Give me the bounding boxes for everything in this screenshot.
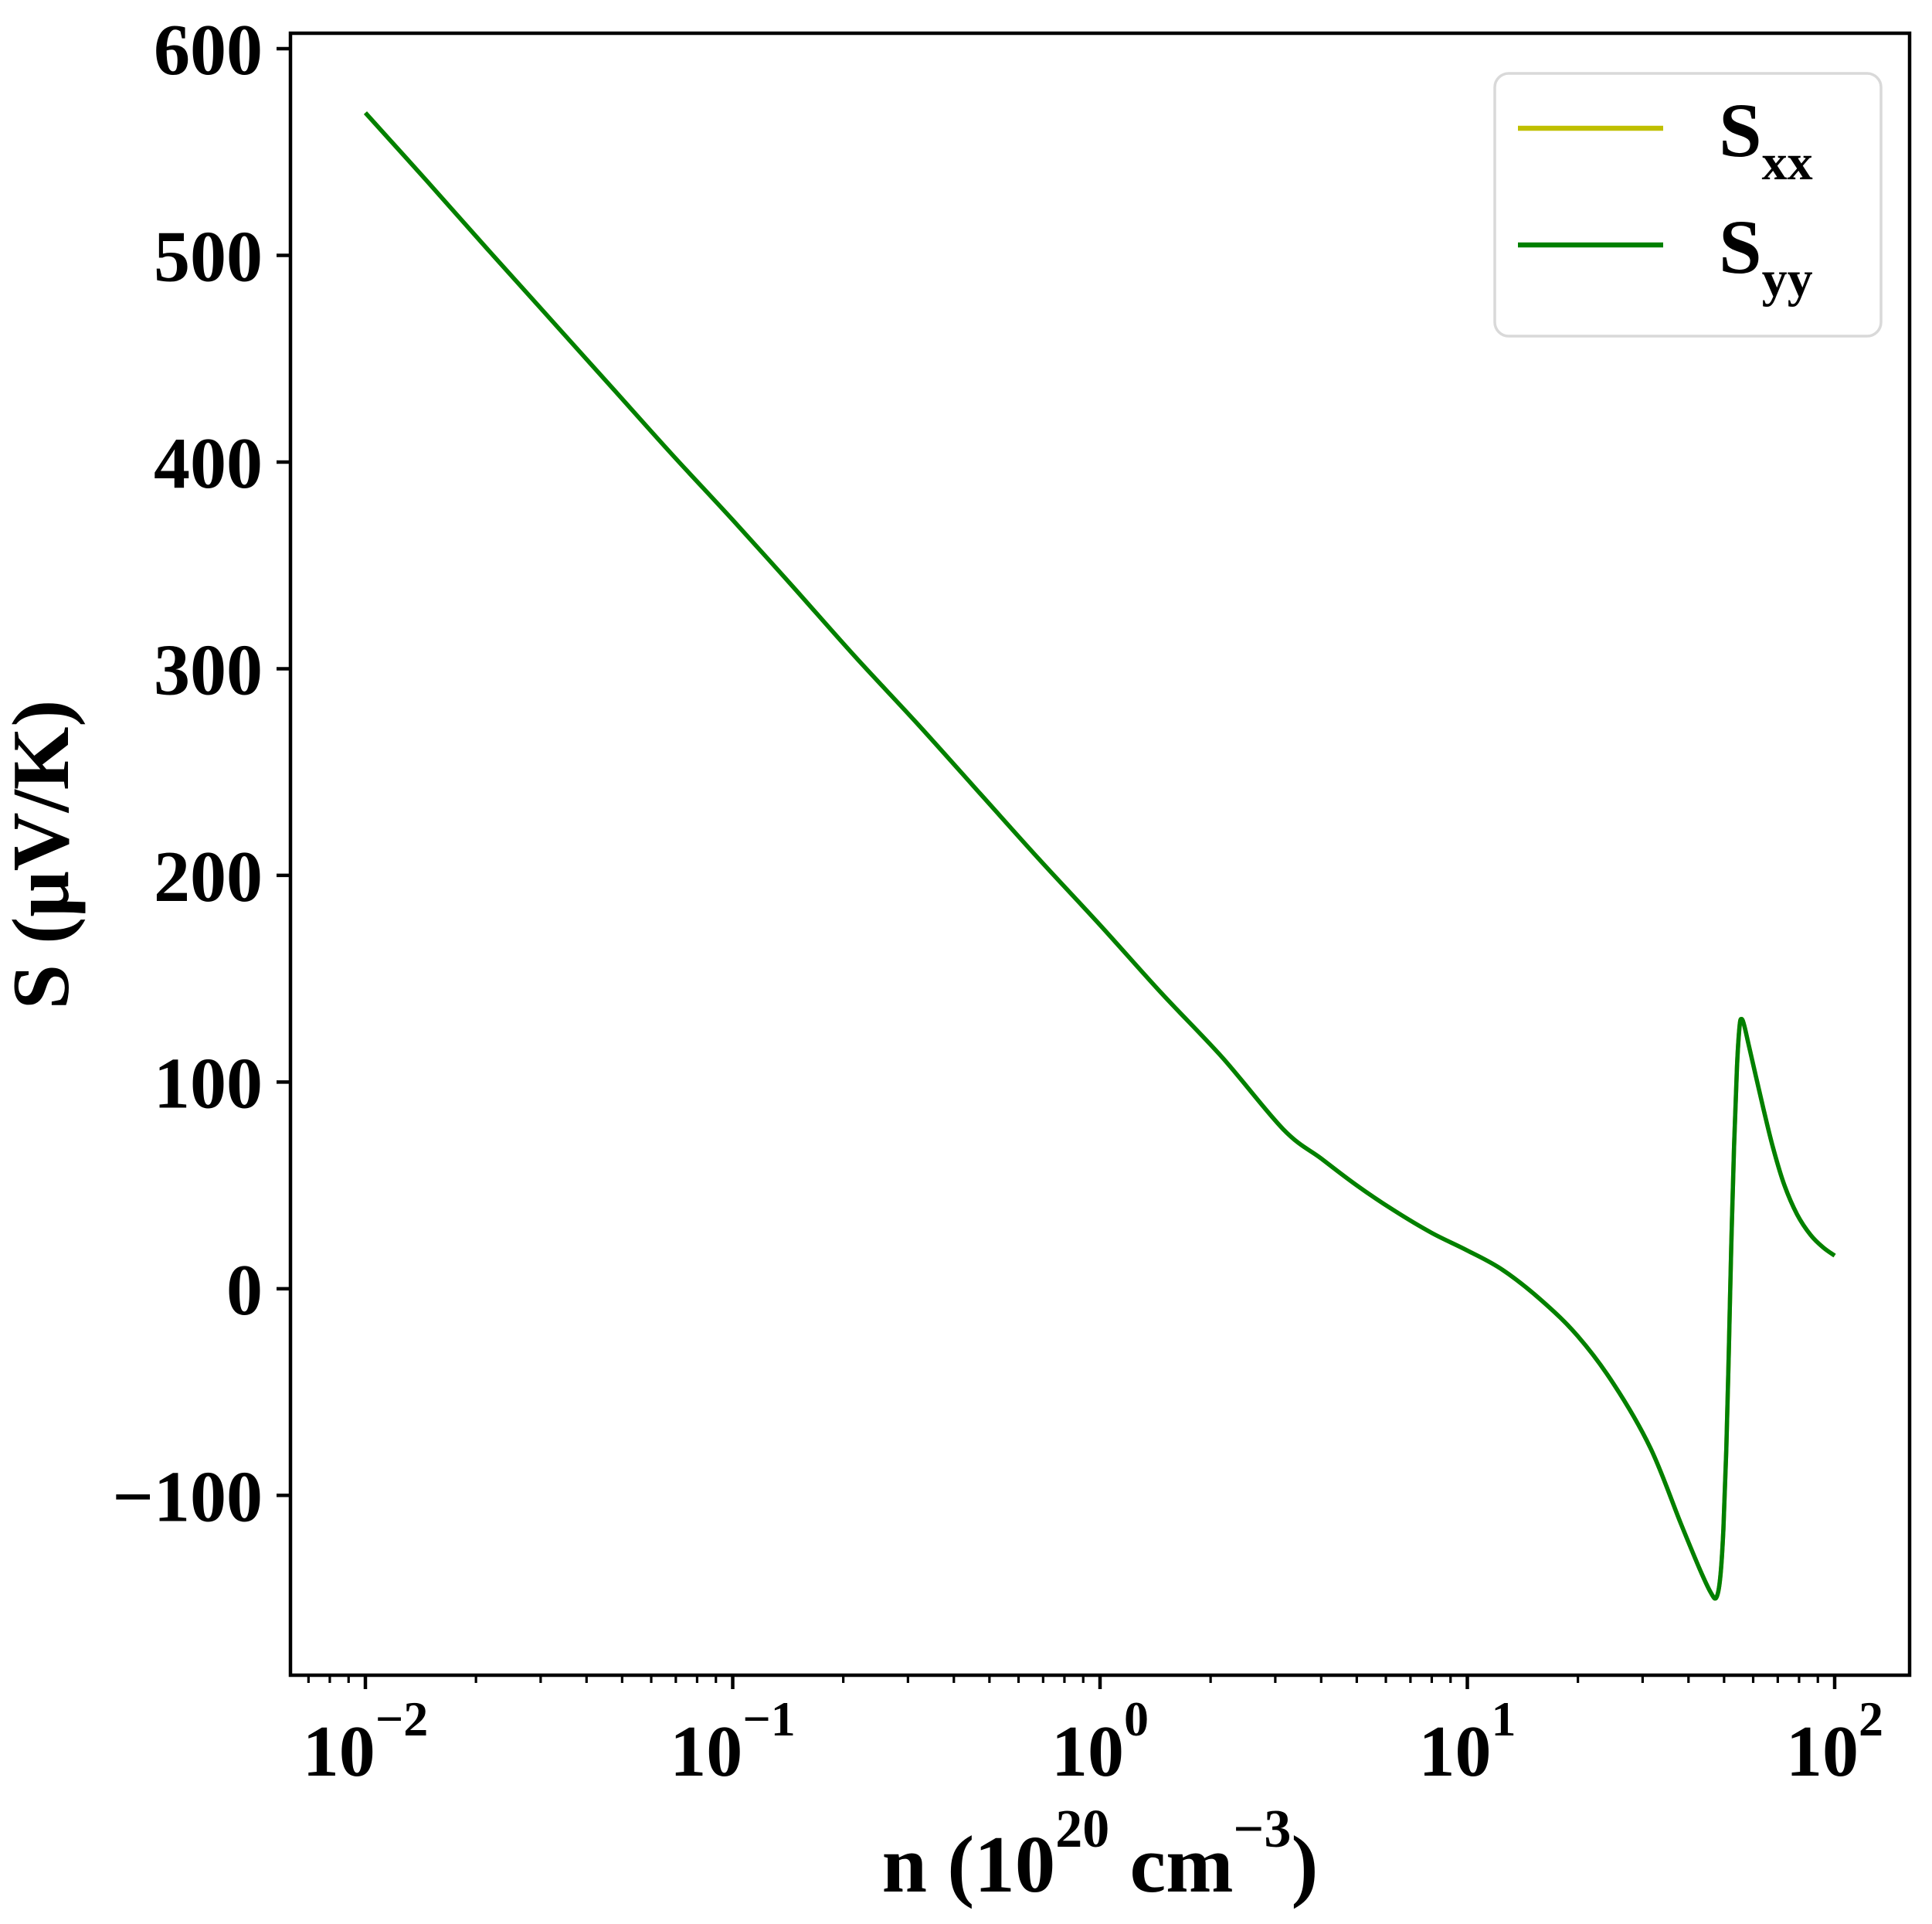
y-tick-label: 100: [154, 1043, 263, 1123]
y-tick-label: 200: [154, 837, 263, 917]
series-s_yy-line: [363, 111, 1836, 1601]
y-tick-label: 0: [226, 1250, 263, 1331]
y-tick-label: −100: [112, 1457, 263, 1537]
y-tick-label: 500: [154, 217, 263, 297]
legend-box: [1493, 72, 1883, 338]
y-tick-label: 300: [154, 630, 263, 710]
series-group: [363, 111, 1836, 1601]
ticks-group: [277, 46, 1837, 1689]
y-tick-label: 400: [154, 423, 263, 504]
y-tick-label: 600: [154, 10, 263, 90]
y-axis-label: S (μV/K): [0, 700, 86, 1010]
